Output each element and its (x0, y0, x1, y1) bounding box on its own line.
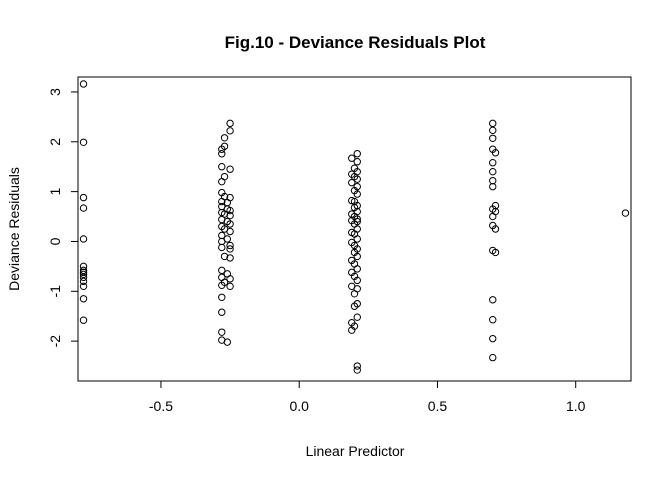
data-point (489, 159, 497, 167)
data-point (353, 150, 361, 158)
data-point (218, 197, 226, 206)
data-point (491, 149, 500, 157)
data-point (353, 190, 361, 198)
data-point (226, 119, 234, 128)
data-point (223, 338, 232, 346)
data-point (226, 220, 234, 228)
data-point (79, 277, 88, 286)
data-point (220, 134, 229, 142)
data-point (621, 209, 630, 217)
x-tick-label: 0.0 (289, 398, 309, 414)
data-point (226, 227, 234, 236)
data-point (489, 134, 497, 143)
x-tick-label: 1.0 (566, 398, 586, 414)
data-point (218, 163, 226, 171)
data-point (79, 268, 88, 277)
data-point (353, 276, 361, 285)
data-point (218, 177, 226, 186)
data-point (226, 165, 234, 173)
data-point (226, 241, 234, 250)
data-point (218, 145, 226, 153)
data-point (218, 293, 226, 301)
data-point (79, 316, 88, 324)
data-point (226, 282, 234, 291)
data-point (353, 362, 361, 370)
y-tick-label: -1 (47, 285, 63, 298)
y-tick-label: 1 (47, 188, 63, 196)
data-point (350, 290, 359, 298)
data-point (489, 182, 497, 191)
data-point (348, 178, 356, 187)
data-point (79, 266, 88, 275)
data-point (353, 175, 361, 183)
data-point (79, 80, 88, 88)
data-point (226, 275, 234, 283)
y-tick-label: 3 (47, 88, 63, 96)
data-point (353, 235, 361, 243)
chart-title: Fig.10 - Deviance Residuals Plot (225, 33, 486, 52)
data-point (489, 296, 497, 304)
y-axis-label: Deviance Residuals (6, 167, 22, 291)
data-point (79, 282, 88, 291)
data-point (489, 316, 497, 324)
data-point (353, 313, 361, 321)
data-point (79, 270, 88, 279)
data-points (79, 80, 630, 374)
data-point (353, 158, 361, 166)
data-point (491, 248, 500, 257)
data-point (350, 302, 359, 310)
data-point (218, 328, 226, 336)
data-point (353, 252, 361, 261)
data-point (489, 212, 497, 221)
y-tick-label: -2 (47, 335, 63, 348)
data-point (491, 225, 500, 233)
data-point (226, 211, 234, 220)
data-point (79, 295, 88, 303)
data-point (220, 252, 229, 261)
y-tick-label: 2 (47, 138, 63, 146)
data-point (218, 308, 226, 316)
y-axis: -2 -1 0 1 2 3 (47, 88, 79, 348)
x-tick-label: -0.5 (149, 398, 173, 414)
data-point (218, 150, 226, 158)
data-point (218, 266, 226, 275)
data-point (79, 273, 88, 282)
data-point (218, 243, 226, 252)
y-tick-label: 0 (47, 237, 63, 245)
data-point (226, 254, 234, 262)
data-point (489, 119, 497, 128)
data-point (218, 281, 226, 290)
data-point (226, 206, 234, 215)
data-point (79, 138, 88, 146)
x-tick-label: 0.5 (428, 398, 448, 414)
data-point (79, 235, 88, 243)
data-point (489, 334, 497, 343)
data-point (489, 167, 497, 176)
data-point (348, 154, 356, 162)
data-point (79, 193, 88, 202)
data-point (489, 353, 497, 362)
data-point (79, 204, 88, 212)
x-axis: -0.5 0.0 0.5 1.0 (149, 380, 586, 414)
data-point (226, 245, 234, 253)
data-point (348, 326, 356, 334)
x-axis-label: Linear Predictor (306, 443, 405, 459)
data-point (226, 127, 234, 135)
data-point (353, 366, 361, 374)
data-point (489, 126, 497, 135)
data-point (353, 265, 361, 273)
